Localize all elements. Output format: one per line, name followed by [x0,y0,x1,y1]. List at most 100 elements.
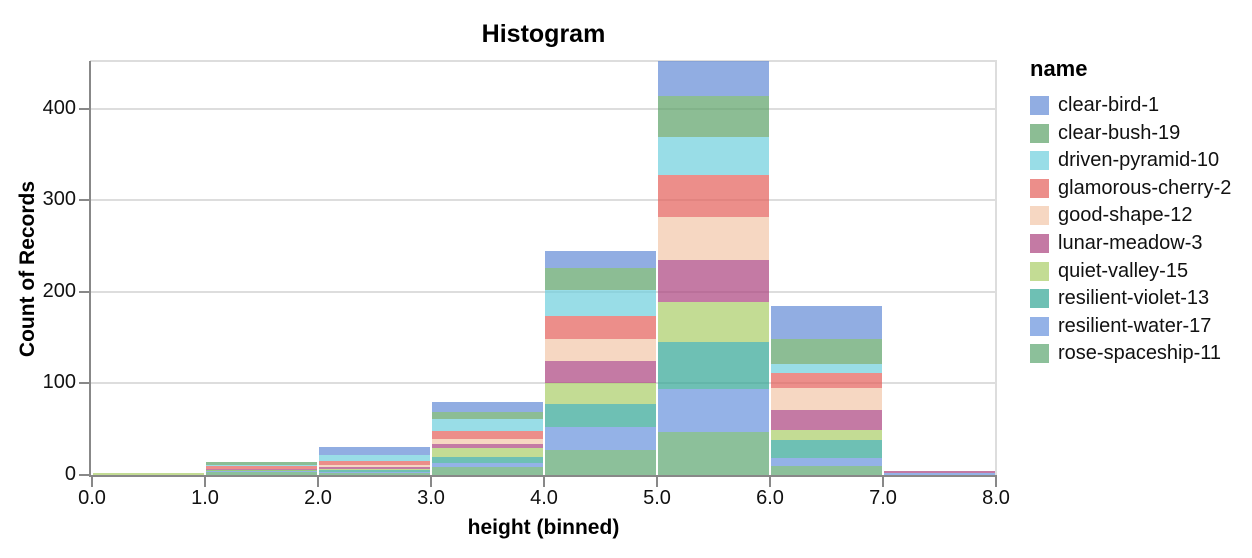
bar-segment-good-shape-12 [658,216,769,260]
legend-swatch-glamorous-cherry-2 [1030,178,1049,198]
y-tick-label: 100 [42,371,76,394]
legend-item: glamorous-cherry-2 [1030,176,1232,199]
y-axis-line [88,61,91,477]
legend-item: resilient-water-17 [1030,316,1231,336]
bar-segment-lunar-meadow-3 [545,361,656,384]
x-tick [995,477,997,487]
legend: name clear-bird-1 clear-bush-19 driven-pyr… [1030,56,1231,372]
x-tick-label: 5.0 [643,487,671,509]
x-tick [656,477,658,487]
bar-segment-resilient-violet-13 [545,403,656,428]
plot-top-border [90,60,997,62]
y-tick-label: 300 [42,188,76,211]
bar-segment-lunar-meadow-3 [884,471,995,474]
bar-segment-resilient-violet-13 [432,456,543,464]
legend-label: good-shape-12 [1058,204,1193,227]
bar-segment-quiet-valley-15 [319,468,430,471]
bar-segment-good-shape-12 [319,464,430,467]
x-tick [882,477,884,487]
bar-segment-clear-bush-19 [771,338,882,365]
x-tick [430,477,432,487]
bar-segment-lunar-meadow-3 [319,466,430,469]
bar-segment-quiet-valley-15 [206,469,317,471]
bar-segment-quiet-valley-15 [771,430,882,441]
legend-label: glamorous-cherry-2 [1058,176,1232,199]
x-tick [769,477,771,487]
bar-segment-resilient-water-17 [545,427,656,451]
bar-segment-lunar-meadow-3 [658,259,769,302]
y-axis-title: Count of Records [16,180,39,358]
bar-segment-rose-spaceship-11 [545,450,656,475]
x-tick-label: 8.0 [982,487,1010,509]
bar-segment-good-shape-12 [771,387,882,410]
legend-swatch-clear-bush-19 [1030,123,1049,143]
bar-segment-resilient-water-17 [319,472,430,474]
legend-item: clear-bird-1 [1030,94,1231,116]
bar-segment-resilient-water-17 [206,471,317,473]
bar-segment-good-shape-12 [545,339,656,362]
bar-segment-resilient-water-17 [658,388,769,432]
bar-segment-rose-spaceship-11 [771,465,882,475]
y-tick-label: 0 [64,463,76,486]
x-tick [91,477,93,487]
bar-segment-quiet-valley-15 [658,301,769,343]
plot-right-border [995,60,997,475]
bar-segment-glamorous-cherry-2 [432,431,543,440]
bar-segment-driven-pyramid-10 [432,419,543,432]
bar-segment-clear-bush-19 [432,411,543,420]
bar-segment-driven-pyramid-10 [658,137,769,175]
bar-segment-glamorous-cherry-2 [658,174,769,217]
y-tick-label: 200 [42,279,76,302]
legend-item: good-shape-12 [1030,204,1231,227]
bar-segment-clear-bird-1 [545,250,656,268]
bar-segment-resilient-water-17 [432,463,543,467]
legend-item: lunar-meadow-3 [1030,233,1231,253]
x-tick-label: 4.0 [530,487,558,509]
y-tick [79,199,89,202]
legend-swatch-driven-pyramid-10 [1030,151,1049,171]
bar-segment-clear-bush-19 [206,462,317,465]
x-tick-label: 0.0 [78,487,106,509]
bar-segment-clear-bird-1 [658,61,769,96]
y-gridline [90,199,997,202]
legend-swatch-rose-spaceship-11 [1030,344,1049,364]
bar-segment-quiet-valley-15 [93,473,204,475]
bar-segment-rose-spaceship-11 [432,466,543,475]
legend-title: name [1030,56,1088,81]
y-gridline [90,107,997,110]
y-tick [79,382,89,385]
x-tick-label: 2.0 [304,487,332,509]
bar-segment-driven-pyramid-10 [771,364,882,374]
x-tick [543,477,545,487]
y-tick [79,290,89,293]
bar-segment-clear-bird-1 [319,446,430,455]
bar-segment-clear-bush-19 [545,268,656,290]
legend-items: clear-bird-1 clear-bush-19 driven-pyramid-… [1030,94,1232,365]
y-gridline [90,382,997,385]
bar-segment-clear-bush-19 [658,95,769,138]
bar-segment-glamorous-cherry-2 [206,465,317,469]
bar-segment-driven-pyramid-10 [545,289,656,316]
bar-segment-glamorous-cherry-2 [319,461,430,465]
bar-segment-clear-bird-1 [771,306,882,339]
y-tick [79,107,89,110]
legend-swatch-resilient-water-17 [1030,316,1049,336]
bar-segment-driven-pyramid-10 [319,454,430,462]
bar-segment-resilient-violet-13 [658,342,769,389]
legend-item: rose-spaceship-11 [1030,342,1231,365]
legend-item: quiet-valley-15 [1030,261,1231,281]
bar-segment-lunar-meadow-3 [771,409,882,431]
bar-segment-rose-spaceship-11 [658,431,769,475]
x-tick [204,477,206,487]
bar-segment-resilient-water-17 [771,457,882,466]
legend-label: clear-bush-19 [1058,121,1181,144]
legend-item: resilient-violet-13 [1030,288,1231,309]
x-tick-label: 6.0 [756,487,784,509]
x-axis-line [88,475,997,477]
legend-label: rose-spaceship-11 [1058,342,1222,365]
legend-label: clear-bird-1 [1058,94,1160,116]
bar-segment-resilient-water-17 [884,473,995,475]
bar-segment-quiet-valley-15 [432,448,543,457]
bar-segment-resilient-violet-13 [771,440,882,458]
